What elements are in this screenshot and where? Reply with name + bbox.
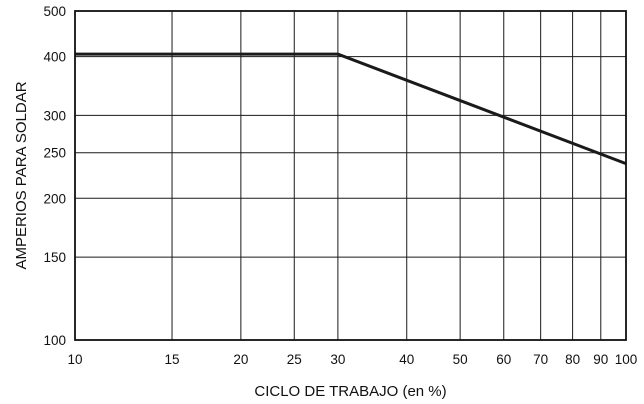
y-tick-label-200: 200	[43, 191, 66, 206]
x-tick-label-25: 25	[287, 352, 302, 367]
x-tick-label-90: 90	[593, 352, 608, 367]
x-tick-label-15: 15	[165, 352, 180, 367]
x-tick-label-10: 10	[67, 352, 82, 367]
x-tick-label-30: 30	[330, 352, 345, 367]
x-tick-label-40: 40	[399, 352, 414, 367]
y-tick-label-300: 300	[43, 108, 66, 123]
x-tick-labels: 10 15 20 25 30 40 50 60 70 80 90 100	[67, 352, 637, 367]
y-tick-label-400: 400	[43, 50, 66, 65]
y-axis-label: AMPERIOS PARA SOLDAR	[13, 81, 30, 269]
x-tick-label-60: 60	[496, 352, 511, 367]
y-tick-label-150: 150	[43, 250, 66, 265]
y-tick-label-500: 500	[43, 4, 66, 19]
x-tick-label-20: 20	[233, 352, 248, 367]
x-tick-label-100: 100	[615, 352, 638, 367]
series-line-0	[75, 52, 627, 166]
x-tick-label-50: 50	[453, 352, 468, 367]
x-tick-label-80: 80	[565, 352, 580, 367]
x-axis-label: CICLO DE TRABAJO (en %)	[254, 383, 446, 400]
series-layer	[75, 52, 627, 166]
y-tick-label-250: 250	[43, 146, 66, 161]
y-tick-label-100: 100	[43, 333, 66, 348]
x-tick-label-70: 70	[533, 352, 548, 367]
y-tick-labels: 100 150 200 250 300 400 500	[43, 4, 66, 348]
plot-frame	[74, 10, 627, 341]
